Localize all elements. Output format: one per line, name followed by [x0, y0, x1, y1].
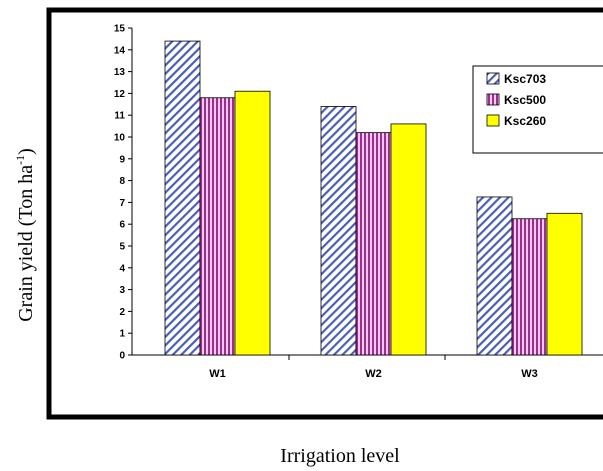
- y-tick-label: 8: [119, 176, 125, 187]
- x-category-label: W1: [209, 368, 226, 380]
- bar-ksc703-w2: [320, 106, 357, 356]
- legend-label-ksc260: Ksc260: [504, 114, 546, 128]
- y-axis-title-main: Grain yield (Ton ha: [15, 165, 37, 322]
- y-tick-label: 5: [119, 242, 125, 253]
- bar-ksc703-w3: [476, 196, 513, 356]
- legend-label-ksc703: Ksc703: [504, 72, 546, 86]
- y-tick-label: 10: [114, 133, 126, 144]
- x-axis-title: Irrigation level: [280, 445, 400, 467]
- y-tick-label: 15: [114, 24, 126, 35]
- bars: [164, 40, 583, 356]
- y-tick-label: 0: [119, 351, 125, 362]
- legend-label-ksc500: Ksc500: [504, 93, 546, 107]
- legend-swatch-ksc260: [486, 114, 500, 127]
- y-tick-label: 1: [119, 329, 125, 340]
- y-tick-label: 7: [119, 198, 125, 209]
- y-tick-label: 3: [119, 285, 125, 296]
- x-category-label: W3: [521, 368, 538, 380]
- bar-ksc260-w2: [390, 123, 427, 356]
- x-category-labels: W1 W2 W3: [209, 355, 538, 380]
- bar-ksc500-w2: [355, 132, 392, 356]
- y-tick-label: 12: [114, 89, 126, 100]
- y-tick-label: 13: [114, 67, 126, 78]
- y-tick-label: 9: [119, 154, 125, 165]
- bar-ksc500-w1: [199, 97, 236, 356]
- bar-ksc500-w3: [511, 218, 548, 356]
- bar-ksc260-w3: [546, 212, 583, 356]
- y-axis-title-tail: ): [15, 148, 37, 155]
- legend-swatch-ksc703: [486, 72, 500, 85]
- y-tick-label: 2: [119, 307, 125, 318]
- bar-ksc260-w1: [234, 90, 271, 356]
- x-category-label: W2: [365, 368, 382, 380]
- y-axis-title-sup: -1: [13, 155, 27, 165]
- legend: Ksc703 Ksc500 Ksc260: [472, 65, 603, 154]
- legend-swatch-ksc500: [486, 93, 500, 106]
- chart-frame: [46, 7, 603, 420]
- y-tick-label: 11: [114, 111, 125, 122]
- y-tick-label: 14: [114, 45, 126, 56]
- y-axis-title: Grain yield (Ton ha-1): [13, 148, 37, 322]
- y-tick-label: 4: [119, 263, 125, 274]
- y-tick-label: 6: [119, 220, 125, 231]
- bar-ksc703-w1: [164, 40, 201, 356]
